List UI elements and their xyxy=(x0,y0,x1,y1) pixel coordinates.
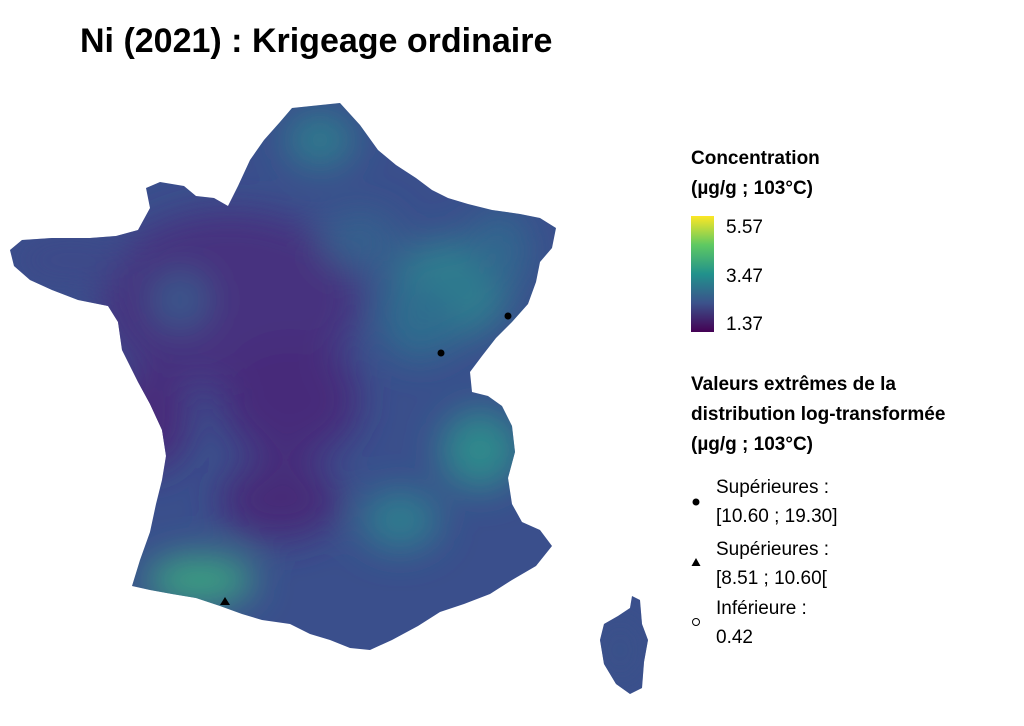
legend-item-high: Supérieures : [10.60 ; 19.30] xyxy=(716,477,838,527)
map-marker-mid xyxy=(220,597,230,605)
extremes-legend-title: Valeurs extrêmes de la distribution log-… xyxy=(691,374,946,455)
legend-item-mid: Supérieures : [8.51 ; 10.60[ xyxy=(716,539,830,589)
map-title: Ni (2021) : Krigeage ordinaire xyxy=(80,22,553,60)
filled-circle-icon xyxy=(692,498,700,506)
colorbar-tick: 1.37 xyxy=(726,314,763,335)
colorbar xyxy=(691,216,714,332)
colorbar-title: Concentration (µg/g ; 103°C) xyxy=(691,148,820,199)
colorbar-tick: 3.47 xyxy=(726,266,763,287)
legend-item-low: Inférieure : 0.42 xyxy=(716,598,807,648)
colorbar-tick: 5.57 xyxy=(726,217,763,238)
map-marker-high xyxy=(437,349,445,357)
open-circle-icon xyxy=(692,618,700,626)
filled-triangle-icon xyxy=(691,558,701,566)
map-marker-high xyxy=(504,312,512,320)
